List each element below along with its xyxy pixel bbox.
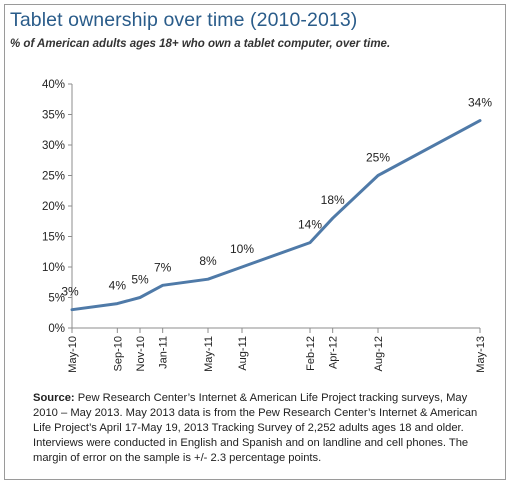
series-group <box>70 119 482 312</box>
y-tick-label: 40% <box>42 79 65 91</box>
x-tick-label: Aug-12 <box>373 336 385 371</box>
x-tick-label: May-13 <box>475 336 487 373</box>
y-tick-label: 35% <box>42 110 65 122</box>
x-tick-label: May-10 <box>67 336 79 373</box>
source-note: Source: Pew Research Center’s Internet &… <box>33 391 491 466</box>
data-label: 14% <box>298 218 322 232</box>
y-axis-ticks: 0% 5% 10% 15% 20% 25% 30% 35% 40% <box>42 79 72 335</box>
chart-title: Tablet ownership over time (2010-2013) <box>10 9 358 31</box>
y-tick-label: 20% <box>42 201 65 213</box>
x-tick-label: May-11 <box>203 336 215 372</box>
chart-axes <box>71 84 480 329</box>
series-line <box>70 119 482 312</box>
x-tick-label: Jan-11 <box>158 336 170 369</box>
y-tick-label: 30% <box>42 140 65 152</box>
data-label: 7% <box>154 260 172 274</box>
data-label: 18% <box>321 193 345 207</box>
x-tick-label: Sep-10 <box>112 336 124 371</box>
y-tick-label: 5% <box>48 293 65 305</box>
y-tick-label: 0% <box>48 323 65 335</box>
y-tick-label: 15% <box>42 232 65 244</box>
data-labels: 3% 4% 5% 7% 8% 10% 14% 18% 25% 34% <box>61 96 492 299</box>
data-label: 25% <box>366 151 390 165</box>
data-label: 5% <box>131 273 149 287</box>
chart-subtitle: % of American adults ages 18+ who own a … <box>10 38 391 50</box>
x-axis-ticks: May-10 Sep-10 Nov-10 Jan-11 May-11 Aug-11 Feb-… <box>67 328 487 373</box>
x-tick-label: Feb-12 <box>305 336 317 371</box>
data-label: 4% <box>109 279 127 293</box>
data-label: 34% <box>468 96 492 110</box>
chart-frame <box>4 4 506 480</box>
source-label: Source: <box>33 392 75 404</box>
source-text: Pew Research Center’s Internet & America… <box>33 392 478 464</box>
x-tick-label: Nov-10 <box>135 336 147 371</box>
data-label: 8% <box>199 254 217 268</box>
y-tick-label: 10% <box>42 262 65 274</box>
data-label: 10% <box>230 242 254 256</box>
x-tick-label: Aug-11 <box>237 336 249 371</box>
data-label: 3% <box>61 285 79 299</box>
y-tick-label: 25% <box>42 171 65 183</box>
x-tick-label: Apr-12 <box>328 336 340 369</box>
